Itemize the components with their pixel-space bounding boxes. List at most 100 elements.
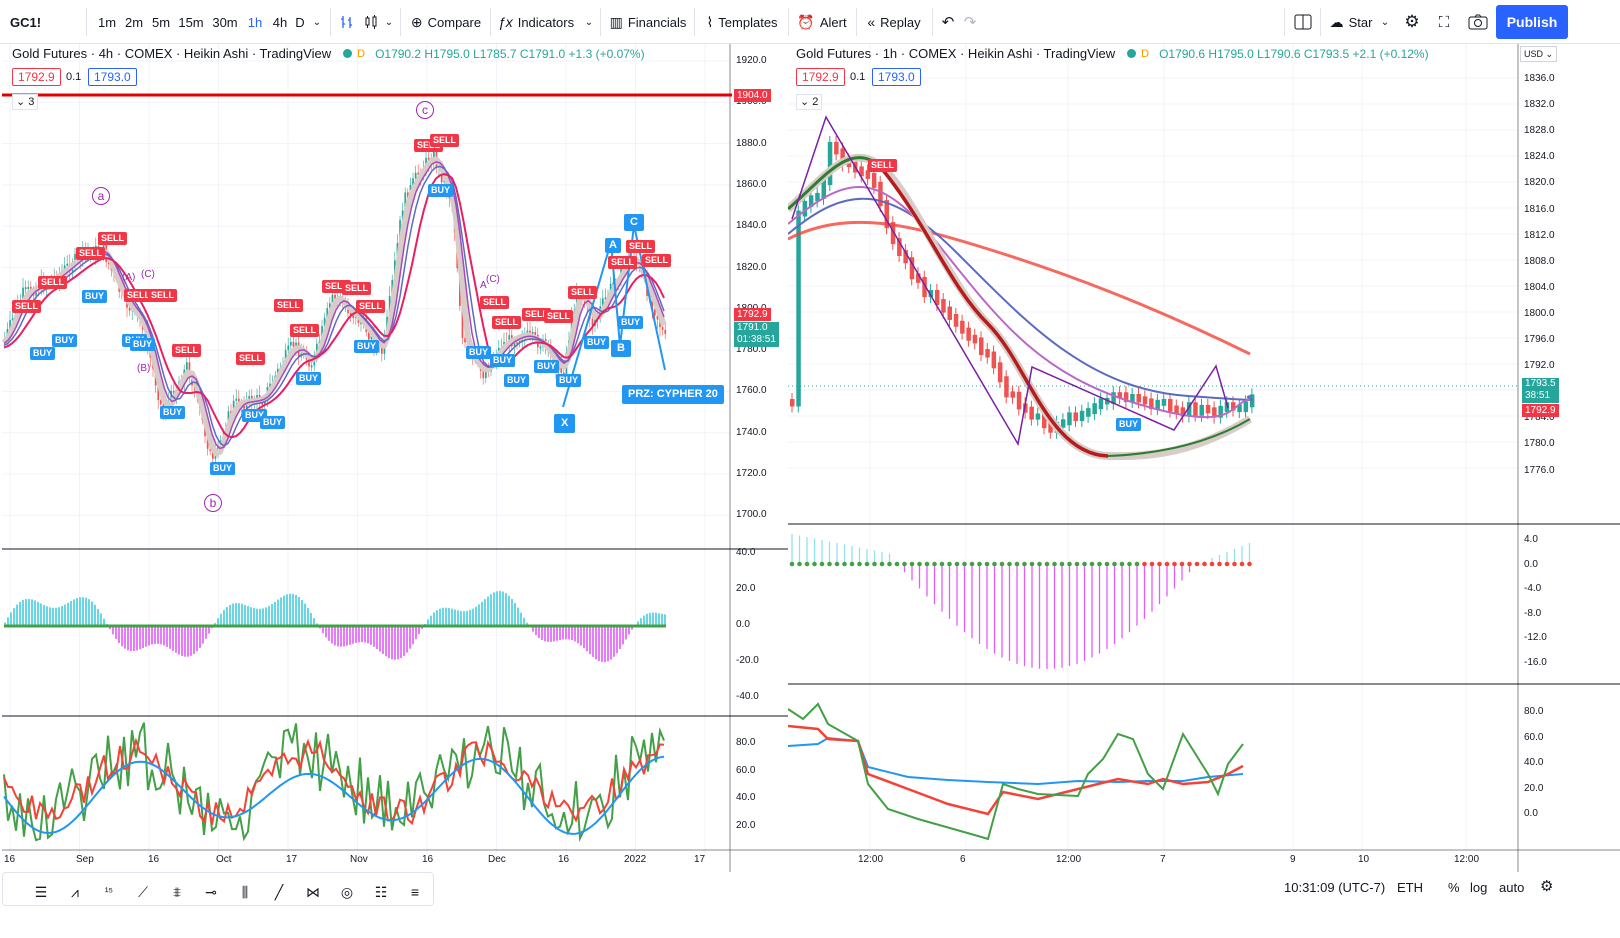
interval-30m[interactable]: 30m (212, 14, 238, 30)
left-osc-bar (595, 626, 597, 660)
left-candle (287, 345, 290, 351)
left-sell-price[interactable]: 1792.9 (12, 68, 61, 86)
left-osc-bar (100, 613, 102, 626)
left-osc-bar (355, 626, 357, 643)
right-candle (922, 276, 927, 298)
templates-button[interactable]: ⌇ Templates (700, 8, 784, 36)
left-buy-price[interactable]: 1793.0 (88, 68, 137, 86)
left-osc-bar (604, 626, 606, 663)
left-candle (290, 341, 292, 346)
interval-1m[interactable]: 1m (97, 14, 117, 30)
indicators-chevron-icon[interactable]: ⌄ (584, 16, 594, 28)
left-buy-signal: BUY (490, 354, 516, 367)
interval-4h[interactable]: 4h (272, 14, 288, 30)
right-candle (947, 306, 952, 320)
xabcd-pattern-icon[interactable]: ⋈ (306, 884, 320, 900)
star-button[interactable]: ☁ Star (1326, 8, 1376, 36)
interval-dropdown-chevron-icon[interactable]: ⌄ (312, 16, 322, 28)
clock[interactable]: 10:31:09 (UTC-7) (1284, 880, 1386, 895)
right-ohlc-values: O1790.6 H1795.0 L1790.6 C1793.5 +2.1 (+0… (1159, 46, 1429, 61)
right-buy-price[interactable]: 1793.0 (872, 68, 921, 86)
right-delayed-badge: D (1141, 47, 1150, 60)
left-chart-canvas[interactable]: 16 Sep 16 Oct 17 Nov 16 Dec 16 2022 17 (2, 44, 788, 872)
left-osc-bar (397, 626, 399, 660)
percent-scale-toggle[interactable]: % (1448, 880, 1460, 895)
interval-1h[interactable]: 1h (247, 14, 263, 30)
right-candle (1016, 391, 1022, 410)
left-candle (388, 296, 391, 317)
right-osc-dot (969, 561, 975, 567)
left-osc-bar (352, 626, 354, 644)
redo-icon[interactable]: ↷ (963, 14, 977, 31)
left-osc-bar (511, 598, 513, 626)
spiral-icon[interactable]: ◎ (340, 884, 354, 900)
bar-style-icon[interactable] (336, 8, 358, 36)
right-candle (934, 289, 940, 306)
replay-button[interactable]: «Replay (862, 8, 926, 36)
compare-button[interactable]: ⊕ Compare (406, 8, 486, 36)
left-time-tick: 2022 (624, 854, 647, 865)
horizontal-ray-icon[interactable]: ⊸ (205, 884, 217, 900)
right-chart-canvas[interactable]: 12:00 6 12:00 7 9 10 12:00 (788, 44, 1620, 872)
left-osc-bar (241, 603, 243, 626)
chart-type-chevron-icon[interactable]: ⌄ (384, 16, 394, 28)
channel-icon[interactable]: ☷ (374, 884, 388, 900)
ray-line-icon[interactable]: ╱ (274, 884, 284, 900)
right-osc-dot (1037, 561, 1042, 567)
symbol-search[interactable]: GC1! (10, 14, 42, 30)
layout-icon[interactable] (1290, 8, 1316, 36)
point-label-a2: A (480, 280, 487, 291)
currency-selector[interactable]: USD ⌄ (1520, 46, 1558, 62)
right-time-tick: 12:00 (1056, 854, 1081, 865)
right-time-tick: 6 (960, 854, 966, 865)
interval-d[interactable]: D (295, 14, 305, 30)
interval-2m[interactable]: 2m (124, 14, 144, 30)
parallel-lines-icon[interactable]: ≡ (410, 884, 420, 900)
left-osc-bar (343, 626, 345, 647)
left-indicator-collapse[interactable]: ⌄ 3 (12, 94, 39, 110)
market-status-dot (343, 49, 353, 58)
settings-gear-icon[interactable]: ⚙ (1404, 12, 1420, 31)
fib-fan-icon[interactable]: ⩨ (173, 884, 181, 900)
left-price-axis[interactable]: 1920.01900.01880.01860.01840.01820.01800… (730, 44, 786, 872)
left-time-tick: 17 (694, 854, 706, 865)
publish-button[interactable]: Publish (1496, 5, 1568, 39)
elliott-wave-icon[interactable]: ¹⁵ (104, 886, 114, 898)
undo-icon[interactable]: ↶ (941, 14, 955, 31)
pattern-tool-icon[interactable]: ⩘ (71, 884, 79, 900)
interval-15m[interactable]: 15m (178, 14, 204, 30)
indicators-label: Indicators (517, 14, 575, 30)
session-toggle[interactable]: ETH (1397, 880, 1423, 895)
log-scale-toggle[interactable]: log (1470, 880, 1488, 895)
left-rsi-red (3, 737, 665, 826)
left-osc-bar (358, 626, 360, 643)
indicators-button[interactable]: ƒx Indicators (496, 8, 576, 36)
auto-scale-toggle[interactable]: auto (1499, 880, 1525, 895)
interval-5m[interactable]: 5m (151, 14, 171, 30)
scale-settings-gear-icon[interactable]: ⚙ (1540, 878, 1554, 895)
vertical-lines-icon[interactable]: ⫼ (241, 884, 249, 900)
candle-style-icon[interactable] (360, 8, 382, 36)
right-ma-green-2 (1107, 418, 1251, 457)
right-sell-price[interactable]: 1792.9 (796, 68, 845, 86)
right-price-axis[interactable]: USD ⌄ 1836.0 1832.0 1828.0 1824.0 1820.0 1816… (1518, 44, 1568, 872)
left-osc-bar (322, 626, 324, 634)
alert-button[interactable]: ⏰ Alert (794, 8, 850, 36)
trend-line-icon[interactable]: ⟋ (138, 884, 148, 900)
left-candle (232, 400, 235, 413)
star-chevron-icon[interactable]: ⌄ (1380, 16, 1390, 28)
right-chart-panel[interactable]: 12:00 6 12:00 7 9 10 12:00 Gold Futures · 1h ·… (788, 44, 1620, 872)
left-time-tick: 17 (286, 854, 298, 865)
lines-menu-icon[interactable]: ☰ (34, 884, 48, 900)
left-osc-bar (193, 626, 195, 655)
right-indicator-collapse[interactable]: ⌄ 2 (796, 94, 823, 110)
camera-icon[interactable] (1464, 8, 1492, 36)
left-sell-signal: SELL (342, 282, 372, 295)
right-osc-dot (1164, 561, 1170, 567)
financials-button[interactable]: ▥ Financials (606, 8, 690, 36)
right-candle (802, 200, 808, 217)
left-chart-panel[interactable]: 16 Sep 16 Oct 17 Nov 16 Dec 16 2022 17 Gold Future… (2, 44, 788, 872)
left-osc-bar (289, 593, 291, 626)
left-candle (412, 178, 414, 185)
fullscreen-icon[interactable]: ⛶ (1438, 13, 1450, 31)
